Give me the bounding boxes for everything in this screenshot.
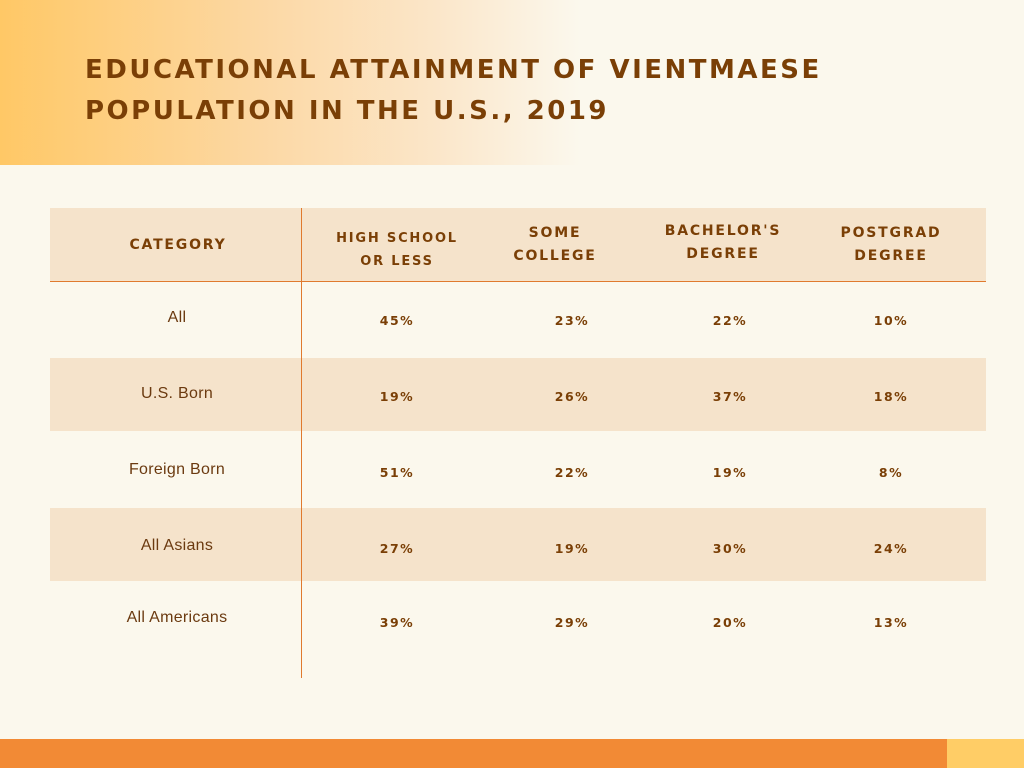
cell-foreign-born-high-school: 51%	[379, 465, 415, 480]
cell-all-bachelors: 22%	[712, 313, 748, 328]
cell-all-high-school: 45%	[379, 313, 415, 328]
row-band-all-asians	[50, 508, 986, 581]
cell-us-born-postgrad: 18%	[873, 389, 909, 404]
cell-all-asians-high-school: 27%	[379, 541, 415, 556]
row-category-us-born: U.S. Born	[140, 385, 214, 402]
row-category-foreign-born: Foreign Born	[128, 461, 226, 478]
cell-foreign-born-some-college: 22%	[554, 465, 590, 480]
row-band-us-born	[50, 358, 986, 431]
cell-foreign-born-bachelors: 19%	[712, 465, 748, 480]
cell-all-asians-postgrad: 24%	[873, 541, 909, 556]
column-header-bachelors: BACHELOR'S DEGREE	[664, 223, 782, 262]
cell-all-some-college: 23%	[554, 313, 590, 328]
category-divider-line	[301, 208, 302, 678]
cell-us-born-high-school: 19%	[379, 389, 415, 404]
row-category-all: All	[167, 309, 187, 326]
cell-all-americans-bachelors: 20%	[712, 615, 748, 630]
footer-bar-orange	[0, 739, 947, 768]
page-title: EDUCATIONAL ATTAINMENT OF VIENTMAESE POP…	[85, 50, 885, 132]
cell-us-born-some-college: 26%	[554, 389, 590, 404]
cell-all-americans-postgrad: 13%	[873, 615, 909, 630]
header-gradient-band	[0, 0, 580, 165]
footer-bar-yellow	[947, 739, 1024, 768]
cell-all-postgrad: 10%	[873, 313, 909, 328]
cell-all-americans-some-college: 29%	[554, 615, 590, 630]
cell-all-asians-some-college: 19%	[554, 541, 590, 556]
row-category-all-americans: All Americans	[126, 609, 228, 626]
column-header-high-school: HIGH SCHOOL OR LESS	[336, 231, 458, 269]
column-header-some-college: SOME COLLEGE	[513, 225, 597, 264]
cell-foreign-born-postgrad: 8%	[878, 465, 904, 480]
column-header-category: CATEGORY	[129, 237, 227, 253]
attainment-table: CATEGORY HIGH SCHOOL OR LESS SOME COLLEG…	[50, 208, 986, 678]
row-category-all-asians: All Asians	[140, 537, 214, 554]
cell-us-born-bachelors: 37%	[712, 389, 748, 404]
column-header-postgrad: POSTGRAD DEGREE	[840, 225, 942, 264]
cell-all-americans-high-school: 39%	[379, 615, 415, 630]
title-line-1: EDUCATIONAL ATTAINMENT OF VIENTMAESE	[85, 55, 822, 85]
title-line-2: POPULATION IN THE U.S., 2019	[85, 96, 609, 126]
table-header-row	[50, 208, 986, 282]
cell-all-asians-bachelors: 30%	[712, 541, 748, 556]
